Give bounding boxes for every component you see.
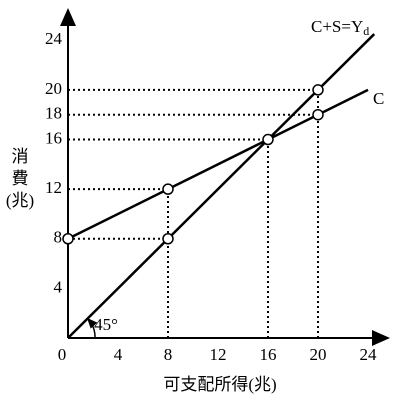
y-axis-label: (兆) xyxy=(6,191,34,210)
y-tick-label: 4 xyxy=(54,277,63,296)
point xyxy=(62,233,74,245)
x-axis-label: 可支配所得(兆) xyxy=(163,375,276,394)
x-tick-label: 4 xyxy=(114,345,123,364)
point xyxy=(162,183,174,195)
point xyxy=(262,133,274,146)
y-tick-label: 8 xyxy=(54,228,63,247)
x-tick-label: 16 xyxy=(260,345,277,364)
series-label: C+S=Yd xyxy=(311,17,369,38)
x-tick-label: 8 xyxy=(164,345,173,364)
point xyxy=(312,84,324,96)
y-tick-label: 24 xyxy=(45,29,63,48)
x-tick-label: 0 xyxy=(58,345,67,364)
y-tick-label: 12 xyxy=(45,178,62,197)
y-tick-label: 16 xyxy=(45,128,62,147)
x-tick-label: 12 xyxy=(210,345,227,364)
series-name: C+S=Y xyxy=(311,17,363,36)
series-label: C xyxy=(373,89,384,108)
y-axis-label: 消 xyxy=(12,147,29,166)
x-tick-label: 24 xyxy=(360,345,378,364)
series-subscript: d xyxy=(363,24,369,38)
point xyxy=(162,233,174,245)
point xyxy=(312,108,324,121)
x-tick-label: 20 xyxy=(310,345,327,364)
y-tick-label: 18 xyxy=(45,104,62,123)
y-axis-label: 費 xyxy=(12,169,29,188)
y-tick-label: 20 xyxy=(45,79,62,98)
angle-arc xyxy=(86,317,98,339)
series-line xyxy=(67,33,376,339)
angle-label: 45° xyxy=(94,315,118,334)
